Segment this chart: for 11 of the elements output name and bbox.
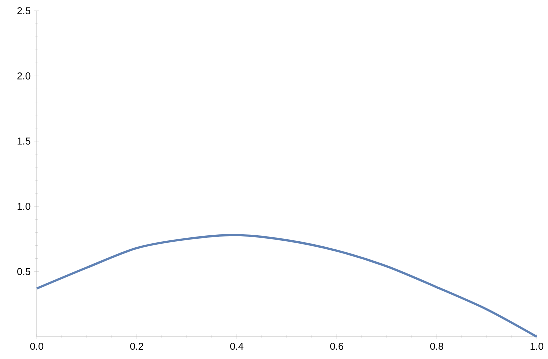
x-tick-label: 0.8 xyxy=(430,343,444,350)
y-tick-label: 2.0 xyxy=(18,72,31,80)
x-tick-label: 0.4 xyxy=(230,343,244,350)
y-tick-label: 1.5 xyxy=(18,138,31,145)
y-tick-label: 0.5 xyxy=(18,268,31,276)
y-tick-label: 2.5 xyxy=(18,7,31,15)
x-tick-label: 0.6 xyxy=(330,343,344,350)
x-tick-label: 0.0 xyxy=(30,343,44,350)
x-tick-label: 1.0 xyxy=(530,343,544,350)
y-tick-label: 1.0 xyxy=(18,203,31,210)
x-tick-label: 0.2 xyxy=(130,343,144,350)
